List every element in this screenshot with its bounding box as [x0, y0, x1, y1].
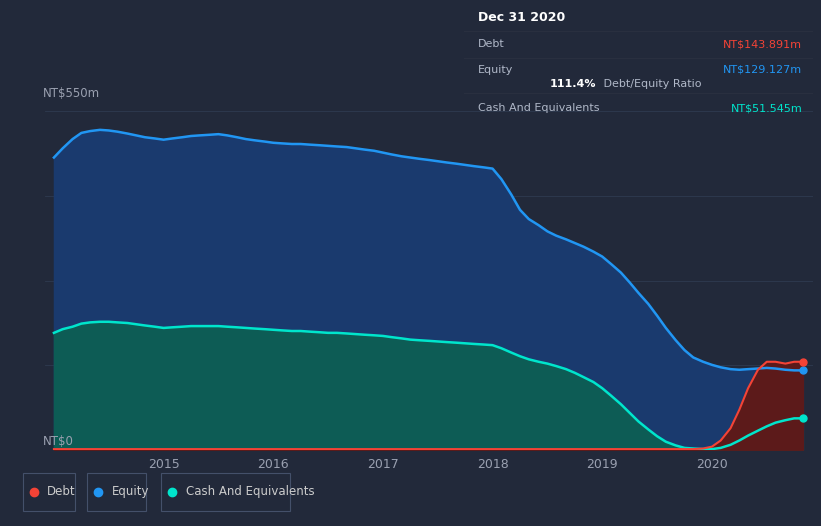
Text: Debt: Debt — [48, 485, 76, 498]
FancyBboxPatch shape — [87, 473, 146, 511]
Text: Equity: Equity — [112, 485, 149, 498]
FancyBboxPatch shape — [23, 473, 75, 511]
Text: NT$51.545m: NT$51.545m — [731, 103, 802, 113]
Text: 111.4%: 111.4% — [550, 78, 596, 88]
Text: Cash And Equivalents: Cash And Equivalents — [186, 485, 314, 498]
Text: NT$0: NT$0 — [43, 435, 74, 448]
Text: NT$143.891m: NT$143.891m — [723, 39, 802, 49]
Text: Dec 31 2020: Dec 31 2020 — [478, 11, 565, 24]
FancyBboxPatch shape — [161, 473, 291, 511]
Text: NT$129.127m: NT$129.127m — [723, 65, 802, 75]
Text: Cash And Equivalents: Cash And Equivalents — [478, 103, 599, 113]
Text: Debt/Equity Ratio: Debt/Equity Ratio — [600, 78, 701, 88]
Text: Equity: Equity — [478, 65, 513, 75]
Text: NT$550m: NT$550m — [43, 87, 100, 100]
Text: Debt: Debt — [478, 39, 505, 49]
